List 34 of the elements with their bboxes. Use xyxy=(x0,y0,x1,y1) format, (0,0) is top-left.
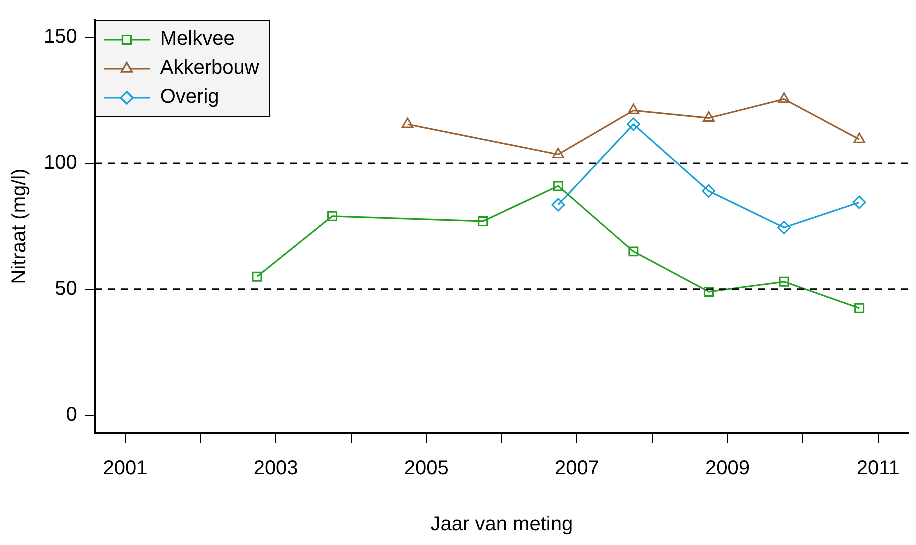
point xyxy=(402,118,414,128)
point xyxy=(478,216,488,226)
point xyxy=(553,181,564,192)
point xyxy=(852,196,866,210)
point xyxy=(628,246,639,257)
legend-label: Akkerbouw xyxy=(160,56,260,81)
x-tick-label: 2003 xyxy=(254,458,298,480)
point xyxy=(778,92,790,104)
y-tick-label: 0 xyxy=(66,404,78,426)
point xyxy=(854,303,865,314)
x-tick-label: 2007 xyxy=(554,458,600,480)
y-tick-label: 150 xyxy=(44,26,78,48)
x-tick-label: 2011 xyxy=(856,458,900,480)
point xyxy=(778,221,792,235)
y-tick-label: 50 xyxy=(55,278,78,300)
y-tick-label: 100 xyxy=(44,152,78,174)
legend-label: Overig xyxy=(160,85,220,110)
point xyxy=(702,184,716,198)
point xyxy=(779,276,790,287)
legend-label: Melkvee xyxy=(160,27,235,52)
point xyxy=(626,118,640,132)
x-tick-label: 2005 xyxy=(404,458,449,480)
point xyxy=(252,272,262,282)
x-tick-label: 2009 xyxy=(706,458,750,480)
point xyxy=(704,286,714,297)
y-axis-title: Nitraat (mg/l) xyxy=(8,168,31,284)
point xyxy=(628,104,640,114)
x-tick-label: 2001 xyxy=(103,458,148,480)
point xyxy=(552,148,564,158)
point xyxy=(328,211,338,222)
point xyxy=(854,132,866,144)
point xyxy=(552,198,566,212)
point xyxy=(703,111,715,122)
x-axis-title: Jaar van meting xyxy=(430,514,574,536)
